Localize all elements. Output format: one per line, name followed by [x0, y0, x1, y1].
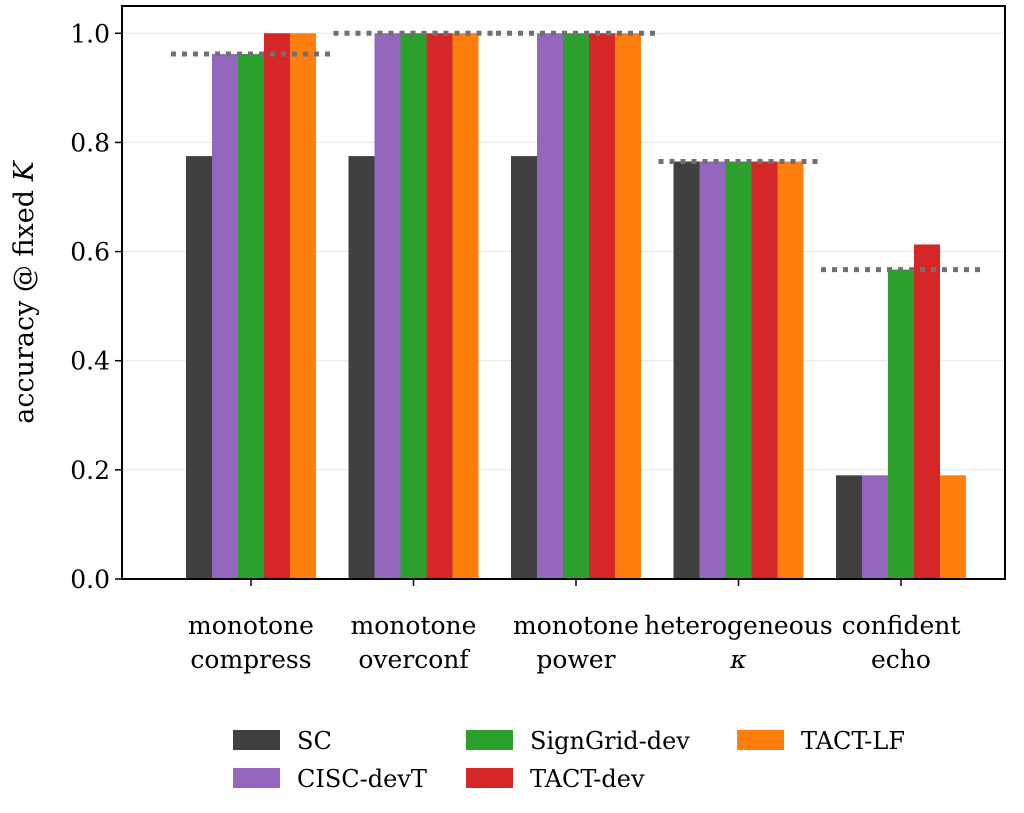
y-tick-label: 0.4	[70, 347, 110, 376]
x-tick-label: monotone overconf	[351, 611, 477, 674]
y-tick-label: 1.0	[70, 19, 110, 48]
bar-sc	[673, 161, 700, 579]
bar-sc	[511, 156, 537, 580]
x-tick-label: heterogeneous κ	[644, 611, 832, 674]
y-axis-label-text: accuracy @ fixed	[9, 181, 40, 423]
legend-label: TACT-dev	[530, 765, 645, 793]
bar-signgrid-dev	[238, 54, 264, 580]
plot-frame	[121, 5, 1006, 580]
x-tick-label-line: power	[536, 645, 615, 674]
x-tick-label-line: echo	[871, 645, 931, 674]
y-axis-label-variable: K	[9, 159, 40, 182]
x-tick-label-line: compress	[190, 645, 311, 674]
x-tick-label: confident echo	[842, 611, 961, 674]
bar-signgrid-dev	[563, 33, 589, 580]
reference-lines	[171, 30, 981, 273]
bar-sc	[348, 156, 375, 580]
x-tick-label: monotone compress	[188, 611, 314, 674]
bar-tact-dev	[264, 33, 290, 580]
legend-label: SignGrid-dev	[530, 727, 690, 755]
legend-swatch	[466, 730, 513, 750]
bar-cisc-devt	[374, 33, 401, 580]
bar-cisc-devt	[212, 54, 238, 580]
bar-tact-dev	[589, 33, 615, 580]
x-tick-label-line: monotone	[188, 611, 314, 640]
x-tick-label-line: monotone	[513, 611, 639, 640]
y-tick-label: 0.2	[70, 456, 110, 485]
y-axis: 0.0 0.2 0.4 0.6 0.8 1.0	[70, 19, 122, 594]
bar-tact-dev	[751, 161, 778, 579]
x-tick-label-line: monotone	[351, 611, 477, 640]
x-tick-label-line: confident	[842, 611, 961, 640]
bars	[186, 33, 966, 580]
bar-cisc-devt	[537, 33, 563, 580]
legend-swatch	[233, 730, 280, 750]
bar-cisc-devt	[862, 475, 888, 579]
y-tick-label: 0.0	[70, 565, 110, 594]
y-axis-label: accuracy @ fixed K	[9, 159, 40, 423]
bar-tact-lf	[777, 161, 804, 579]
bar-signgrid-dev	[725, 161, 752, 579]
y-axis-label-group: accuracy @ fixed K	[9, 159, 40, 423]
y-tick-label: 0.8	[70, 128, 110, 157]
y-tick-label: 0.6	[70, 238, 110, 267]
bar-cisc-devt	[699, 161, 726, 579]
bar-tact-lf	[452, 33, 479, 580]
bar-tact-lf	[615, 33, 641, 580]
bar-signgrid-dev	[400, 33, 427, 580]
legend-swatch	[466, 768, 513, 788]
legend-swatch	[737, 730, 784, 750]
bar-tact-lf	[290, 33, 316, 580]
legend-label: TACT-LF	[801, 727, 905, 755]
legend: SC CISC-devT SignGrid-dev TACT-dev TACT-LF	[233, 727, 905, 793]
x-tick-label-line: overconf	[358, 645, 470, 674]
legend-swatch	[233, 768, 280, 788]
legend-label: SC	[297, 727, 332, 755]
x-tick-label: monotone power	[513, 611, 639, 674]
x-tick-label-line: κ	[729, 645, 747, 674]
legend-label: CISC-devT	[297, 765, 427, 793]
bar-sc	[186, 156, 212, 580]
bar-sc	[836, 475, 862, 579]
bar-signgrid-dev	[888, 269, 914, 579]
x-tick-label-line: heterogeneous	[644, 611, 832, 640]
bar-tact-dev	[426, 33, 453, 580]
bar-tact-dev	[914, 244, 940, 579]
bar-tact-lf	[940, 475, 966, 579]
